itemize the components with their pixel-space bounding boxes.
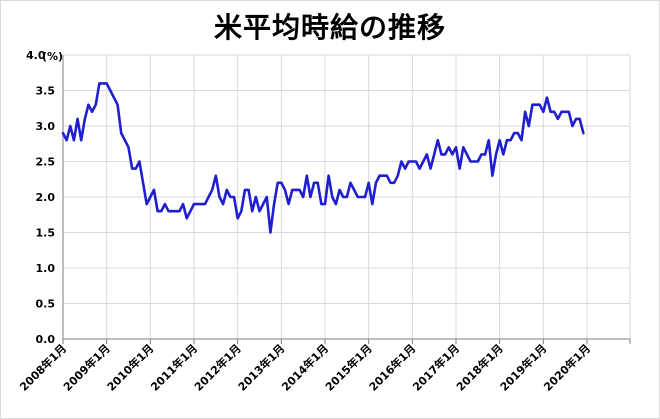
y-tick-label: 4.0: [26, 49, 46, 62]
y-tick-label: 3.5: [36, 85, 56, 98]
y-tick-label: 0.5: [36, 298, 56, 311]
y-tick-label: 0.0: [36, 333, 56, 346]
unit-label: (%): [42, 50, 63, 63]
axes: [62, 55, 631, 344]
y-tick-label: 1.0: [36, 262, 56, 275]
y-tick-label: 3.0: [36, 120, 56, 133]
y-tick-labels: 4.0 3.5 3.0 2.5 2.0 1.5 1.0 0.5 0.0: [26, 49, 55, 346]
series-group: [61, 82, 585, 234]
series-line: [61, 82, 585, 234]
y-tick-label: 1.5: [36, 227, 56, 240]
chart-title: 米平均時給の推移: [213, 11, 446, 44]
y-tick-label: 2.0: [36, 191, 56, 204]
x-tick-labels: 2008年1月2009年1月2010年1月2011年1月2012年1月2013年…: [17, 341, 594, 394]
x-tick-label: 2020年1月: [541, 341, 594, 394]
y-tick-label: 2.5: [36, 156, 56, 169]
